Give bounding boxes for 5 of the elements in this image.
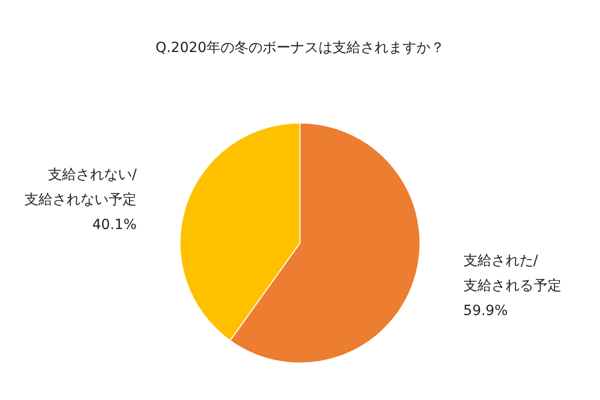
data-label: 59.9%	[463, 302, 508, 319]
slice-label: 支給されない/支給されない予定	[24, 167, 137, 208]
chart-title: Q.2020年の冬のボーナスは支給されますか？	[155, 40, 445, 56]
data-label: 40.1%	[92, 217, 137, 234]
slice-label: 支給された/支給される予定	[463, 252, 562, 294]
